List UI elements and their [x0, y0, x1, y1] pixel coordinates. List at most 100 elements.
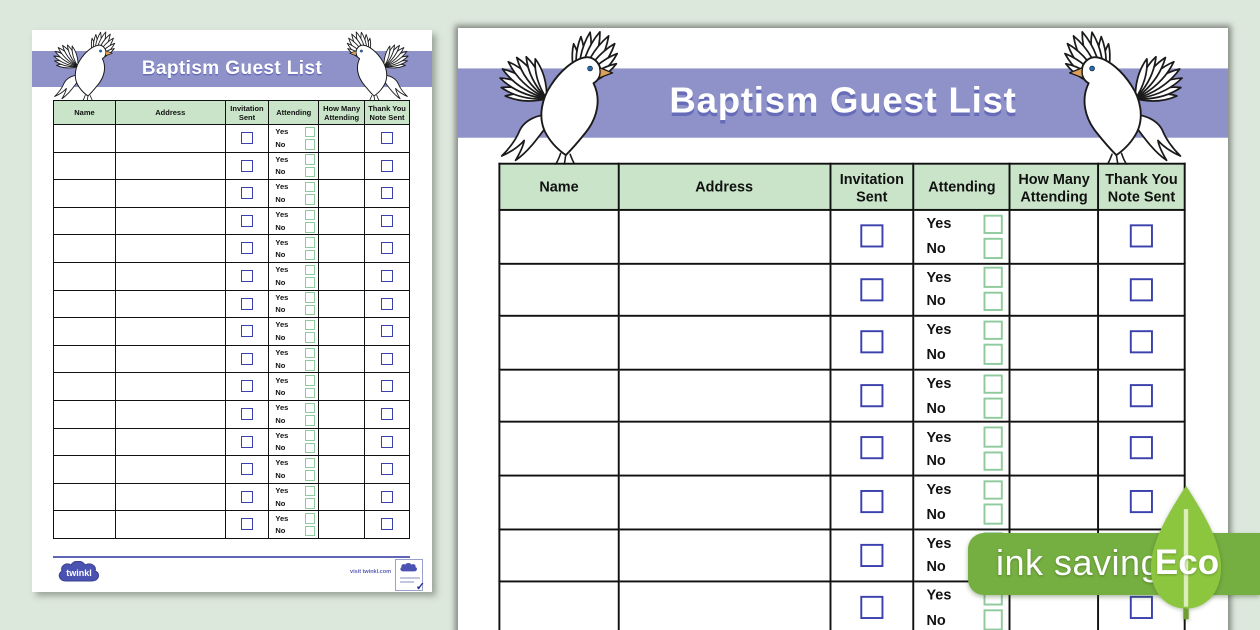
thank-you-note-checkbox[interactable]	[381, 297, 394, 310]
attending-no-checkbox[interactable]	[304, 332, 316, 343]
invitation-sent-checkbox[interactable]	[240, 132, 253, 145]
thank-you-note-checkbox[interactable]	[381, 214, 394, 227]
thank-you-note-checkbox[interactable]	[381, 159, 394, 172]
attending-yes-checkbox[interactable]	[304, 513, 316, 524]
attending-yes-checkbox[interactable]	[982, 373, 1004, 394]
invitation-sent-checkbox[interactable]	[240, 380, 253, 393]
attending-no-checkbox[interactable]	[982, 291, 1004, 312]
invitation-sent-checkbox[interactable]	[240, 408, 253, 420]
thank-you-note-checkbox[interactable]	[1129, 330, 1154, 354]
visit-twinkl-link[interactable]: visit twinkl.com	[350, 569, 391, 575]
attending-yes-checkbox[interactable]	[304, 181, 316, 193]
invitation-sent-checkbox[interactable]	[860, 383, 884, 407]
attending-yes-checkbox[interactable]	[304, 402, 316, 414]
thank-you-note-checkbox[interactable]	[1129, 596, 1154, 620]
attending-yes-checkbox[interactable]	[982, 214, 1004, 235]
thank-you-note-checkbox[interactable]	[381, 380, 394, 393]
invitation-sent-checkbox[interactable]	[860, 596, 884, 620]
invitation-sent-checkbox[interactable]	[240, 242, 253, 255]
invitation-sent-checkbox[interactable]	[860, 224, 884, 248]
invitation-sent-checkbox[interactable]	[860, 277, 884, 301]
thank-you-note-checkbox[interactable]	[381, 270, 394, 283]
name-cell	[498, 474, 620, 530]
attending-yes-checkbox[interactable]	[304, 319, 316, 331]
thank-you-note-checkbox[interactable]	[381, 518, 394, 531]
thank-you-note-checkbox[interactable]	[381, 408, 394, 420]
thank-you-note-checkbox[interactable]	[381, 132, 394, 145]
invitation-sent-cell	[224, 289, 270, 319]
attending-no-checkbox[interactable]	[982, 610, 1004, 630]
attending-yes-checkbox[interactable]	[982, 267, 1004, 288]
invitation-sent-checkbox[interactable]	[240, 490, 253, 503]
thank-you-note-checkbox[interactable]	[381, 187, 394, 200]
invitation-sent-checkbox[interactable]	[240, 214, 253, 227]
attending-no-checkbox[interactable]	[304, 470, 316, 481]
invitation-sent-checkbox[interactable]	[860, 490, 884, 514]
attending-no-checkbox[interactable]	[982, 344, 1004, 365]
attending-yes-checkbox[interactable]	[304, 485, 316, 497]
thank-you-note-checkbox[interactable]	[381, 325, 394, 338]
attending-yes-checkbox[interactable]	[304, 457, 316, 469]
attending-no-checkbox[interactable]	[304, 139, 316, 150]
attending-option-label: Yes	[275, 430, 289, 440]
attending-no-checkbox[interactable]	[982, 503, 1004, 525]
invitation-sent-checkbox[interactable]	[240, 187, 253, 200]
attending-no-checkbox[interactable]	[304, 277, 316, 288]
attending-yes-checkbox[interactable]	[304, 237, 316, 248]
thank-you-note-checkbox[interactable]	[381, 435, 394, 448]
attending-yes-checkbox[interactable]	[304, 375, 316, 386]
invitation-sent-checkbox[interactable]	[240, 159, 253, 172]
attending-yes-checkbox[interactable]	[304, 126, 316, 138]
thank-you-note-checkbox[interactable]	[381, 490, 394, 503]
invitation-sent-cell	[224, 317, 270, 346]
attending-yes-checkbox[interactable]	[304, 430, 316, 441]
attending-no-checkbox[interactable]	[304, 360, 316, 371]
attending-no-checkbox[interactable]	[304, 525, 316, 537]
attending-no-checkbox[interactable]	[982, 397, 1004, 418]
attending-yes-checkbox[interactable]	[982, 479, 1004, 501]
thank-you-note-checkbox[interactable]	[1129, 436, 1154, 461]
thank-you-note-checkbox[interactable]	[381, 463, 394, 476]
invitation-sent-checkbox[interactable]	[240, 518, 253, 531]
attending-yes-checkbox[interactable]	[304, 347, 316, 359]
thank-you-note-checkbox[interactable]	[381, 242, 394, 255]
thank-you-note-checkbox[interactable]	[1129, 277, 1154, 301]
attending-no-checkbox[interactable]	[982, 450, 1004, 472]
attending-no-checkbox[interactable]	[304, 498, 316, 509]
guest-row: Yes No	[53, 124, 410, 153]
attending-no-checkbox[interactable]	[304, 442, 316, 454]
invitation-sent-checkbox[interactable]	[240, 297, 253, 310]
invitation-sent-checkbox[interactable]	[860, 330, 884, 354]
attending-no-checkbox[interactable]	[304, 249, 316, 261]
attending-yes-checkbox[interactable]	[304, 154, 316, 165]
attending-option-label: Yes	[275, 237, 289, 247]
attending-yes-checkbox[interactable]	[982, 426, 1004, 448]
invitation-sent-checkbox[interactable]	[240, 270, 253, 283]
attending-yes-checkbox[interactable]	[304, 264, 316, 276]
attending-yes-checkbox[interactable]	[304, 209, 316, 221]
attending-yes-checkbox[interactable]	[982, 320, 1004, 341]
invitation-sent-checkbox[interactable]	[240, 435, 253, 448]
invitation-sent-checkbox[interactable]	[240, 352, 253, 365]
attending-no-checkbox[interactable]	[982, 238, 1004, 259]
attending-no-checkbox[interactable]	[304, 222, 316, 233]
badge-text-line	[400, 577, 420, 579]
thank-you-note-checkbox[interactable]	[381, 352, 394, 365]
attending-cell: Yes No	[268, 510, 320, 539]
thank-you-note-cell	[364, 261, 410, 291]
invitation-sent-checkbox[interactable]	[240, 463, 253, 476]
thank-you-note-checkbox[interactable]	[1129, 224, 1154, 248]
invitation-sent-checkbox[interactable]	[240, 325, 253, 338]
attending-no-checkbox[interactable]	[304, 304, 316, 316]
thank-you-note-checkbox[interactable]	[1129, 383, 1154, 407]
attending-no-checkbox[interactable]	[304, 166, 316, 178]
attending-no-checkbox[interactable]	[304, 415, 316, 426]
invitation-sent-checkbox[interactable]	[860, 436, 884, 461]
attending-option-label: Yes	[275, 403, 289, 413]
thank-you-note-checkbox[interactable]	[1129, 490, 1154, 514]
attending-no-checkbox[interactable]	[304, 194, 316, 205]
attending-no-checkbox[interactable]	[304, 387, 316, 399]
attending-yes-checkbox[interactable]	[304, 292, 316, 303]
name-cell	[53, 261, 116, 291]
invitation-sent-checkbox[interactable]	[860, 543, 884, 567]
